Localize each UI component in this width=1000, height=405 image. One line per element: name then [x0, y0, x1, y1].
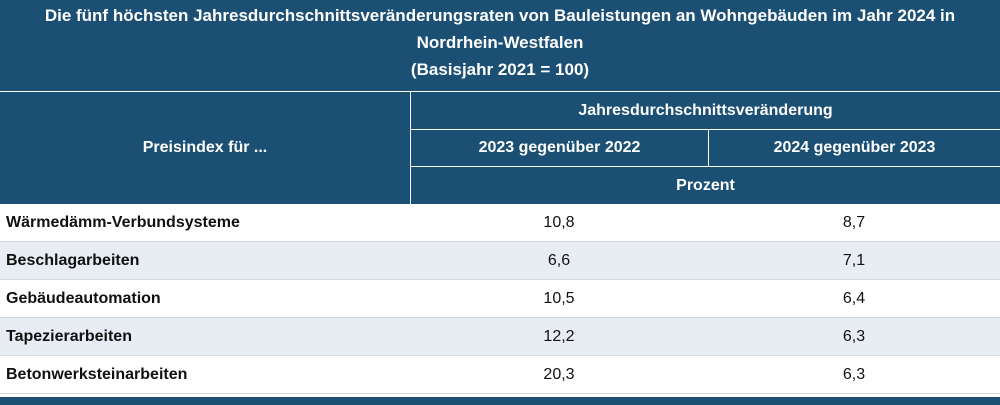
table-row: Beschlagarbeiten 6,6 7,1: [0, 242, 1000, 280]
row-value-2024: 6,3: [842, 327, 866, 345]
header-col-2023: 2023 gegenüber 2022: [410, 130, 708, 167]
header-col-2024: 2024 gegenüber 2023: [708, 130, 1000, 167]
row-value-2023: 20,3: [543, 365, 575, 383]
row-value-2024: 7,1: [842, 251, 866, 269]
row-value-2024: 6,3: [842, 365, 866, 383]
table-header: Preisindex für ... Jahresdurchschnittsve…: [0, 92, 1000, 204]
row-label: Beschlagarbeiten: [6, 251, 140, 269]
title-line-2: Nordrhein-Westfalen: [416, 33, 584, 52]
row-label: Wärmedämm-Verbundsysteme: [6, 213, 240, 231]
header-group-label: Jahresdurchschnittsveränderung: [410, 92, 1000, 130]
row-label: Tapezierarbeiten: [6, 327, 132, 345]
title-line-1: Die fünf höchsten Jahresdurchschnittsver…: [44, 6, 956, 25]
row-value-2024: 8,7: [842, 213, 866, 231]
row-value-2023: 10,5: [543, 289, 575, 307]
row-label: Gebäudeautomation: [6, 289, 161, 307]
header-index-label: Preisindex für ...: [142, 139, 268, 156]
title-line-3: (Basisjahr 2021 = 100): [410, 60, 590, 79]
row-value-2023: 10,8: [543, 213, 575, 231]
table-title: Die fünf höchsten Jahresdurchschnittsver…: [0, 0, 1000, 92]
table-body: Wärmedämm-Verbundsysteme 10,8 8,7 Beschl…: [0, 204, 1000, 394]
row-value-2023: 6,6: [547, 251, 571, 269]
header-unit: Prozent: [410, 167, 1000, 204]
table-row: Gebäudeautomation 10,5 6,4: [0, 280, 1000, 318]
table-row: Tapezierarbeiten 12,2 6,3: [0, 318, 1000, 356]
table-row: Wärmedämm-Verbundsysteme 10,8 8,7: [0, 204, 1000, 242]
row-value-2023: 12,2: [543, 327, 575, 345]
table-footer-bar: [0, 397, 1000, 405]
row-value-2024: 6,4: [842, 289, 866, 307]
table-row: Betonwerksteinarbeiten 20,3 6,3: [0, 356, 1000, 394]
row-label: Betonwerksteinarbeiten: [6, 365, 188, 383]
